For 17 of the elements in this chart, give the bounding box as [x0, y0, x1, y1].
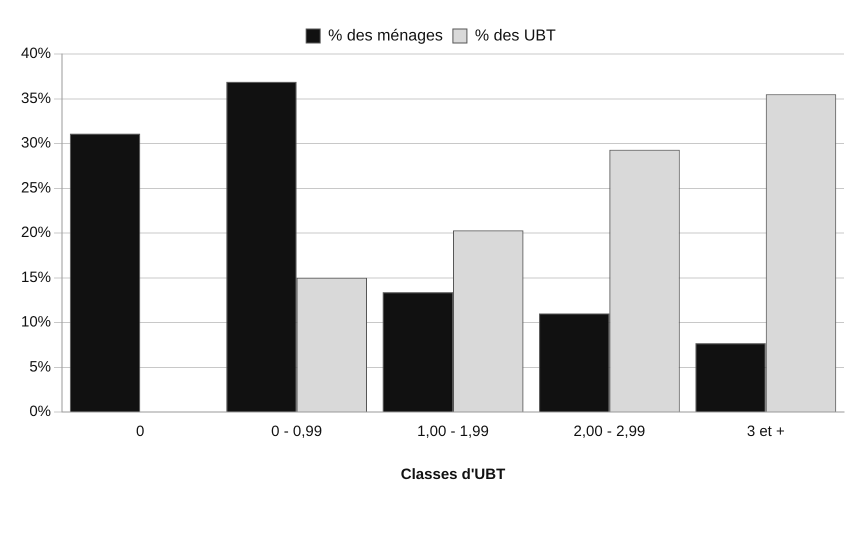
x-tick-label: 1,00 - 1,99 — [417, 423, 489, 440]
y-tick-label: 5% — [29, 358, 52, 376]
y-tick-label: 35% — [20, 90, 52, 107]
x-tick-label: 2,00 - 2,99 — [574, 423, 646, 440]
y-tick-label: 0% — [29, 403, 52, 420]
x-tick-label: 3 et + — [746, 423, 786, 440]
y-tick-label: 40% — [20, 45, 52, 62]
y-tick-label: 20% — [20, 224, 52, 242]
y-tick-label: 15% — [20, 268, 52, 286]
x-tick-label: 0 - 0,99 — [271, 423, 322, 440]
y-tick-label: 25% — [20, 179, 52, 196]
y-tick-label: 10% — [20, 314, 52, 331]
x-tick-label: 0 — [136, 423, 144, 440]
x-axis-title: Classes d'UBT — [400, 466, 506, 484]
y-tick-label: 30% — [20, 134, 52, 152]
legend-label: % des ménages — [328, 27, 443, 44]
legend-label: % des UBT — [474, 27, 556, 44]
